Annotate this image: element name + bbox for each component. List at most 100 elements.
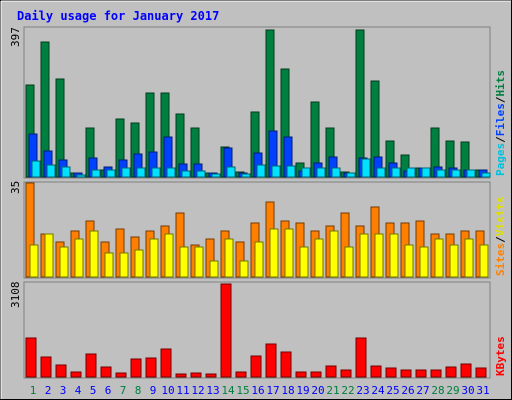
ylabel-sep-1: /: [494, 136, 507, 143]
x-tick-label-day-19: 19: [296, 384, 309, 397]
bar-kbytes-day-10: [160, 348, 172, 378]
bar-kbytes-day-17: [265, 343, 277, 378]
panel-visits-sites: 35 Sites/Visits: [9, 181, 507, 279]
bar-kbytes-day-3: [55, 364, 67, 378]
bar-sites-day-15: [239, 260, 249, 278]
x-tick-label-day-25: 25: [386, 384, 399, 397]
x-tick-label-day-10: 10: [161, 384, 174, 397]
bar-pages-day-4: [76, 174, 86, 178]
bar-kbytes-day-5: [85, 353, 97, 378]
bar-pages-day-14: [226, 166, 236, 178]
x-tick-label-day-3: 3: [60, 384, 67, 397]
x-tick-label-day-16: 16: [251, 384, 264, 397]
panel-1-bars: [25, 29, 491, 178]
ylabel-sep-2: /: [494, 96, 507, 103]
bar-kbytes-day-29: [445, 366, 457, 378]
bar-kbytes-day-31: [475, 367, 487, 378]
bar-sites-day-27: [419, 246, 429, 278]
panel-2-bars: [25, 182, 489, 278]
x-tick-label-day-11: 11: [176, 384, 189, 397]
bar-kbytes-day-7: [115, 372, 127, 378]
bar-pages-day-16: [256, 164, 266, 178]
x-tick-label-day-2: 2: [45, 384, 52, 397]
bar-pages-day-25: [391, 167, 401, 178]
bar-kbytes-day-11: [175, 373, 187, 378]
bar-sites-day-17: [269, 228, 279, 278]
bar-kbytes-day-12: [190, 372, 202, 378]
x-tick-label-day-28: 28: [431, 384, 444, 397]
x-axis-day-labels: 1 2 3 4 5 6 7 8 9 10 11 12 13 14 15 16 17 18 19 20 21 22 23 24 2…: [30, 384, 490, 397]
ylabel-kbytes: KBytes: [494, 336, 507, 376]
ylabel-hits: Hits: [494, 70, 507, 97]
x-tick-label-day-7: 7: [120, 384, 127, 397]
bar-pages-day-30: [466, 169, 476, 178]
bar-sites-day-26: [404, 244, 414, 278]
bar-pages-day-5: [91, 169, 101, 178]
bar-pages-day-6: [106, 169, 116, 178]
panel-1-ymax: 397: [9, 27, 22, 47]
bar-pages-day-22: [346, 172, 356, 178]
bar-sites-day-5: [89, 230, 99, 278]
bar-kbytes-day-24: [370, 365, 382, 378]
bar-kbytes-day-25: [385, 367, 397, 378]
bar-pages-day-9: [151, 167, 161, 178]
bar-sites-day-10: [164, 233, 174, 278]
x-tick-label-day-29: 29: [446, 384, 459, 397]
bar-kbytes-day-4: [70, 371, 82, 378]
bar-pages-day-11: [181, 170, 191, 178]
bar-sites-day-7: [119, 252, 129, 278]
panel-1-ylabel: Pages/Files/Hits: [494, 70, 507, 176]
bar-kbytes-day-14: [220, 283, 232, 378]
bar-sites-day-31: [479, 244, 489, 278]
bar-kbytes-day-22: [340, 369, 352, 378]
bar-pages-day-26: [406, 167, 416, 178]
x-tick-label-day-5: 5: [90, 384, 97, 397]
x-tick-label-day-22: 22: [341, 384, 354, 397]
bar-sites-day-3: [59, 246, 69, 278]
ylabel-sites: Sites: [494, 243, 507, 276]
bar-kbytes-day-2: [40, 356, 52, 378]
bar-sites-day-9: [149, 238, 159, 278]
x-tick-label-day-31: 31: [476, 384, 489, 397]
x-tick-label-day-8: 8: [135, 384, 142, 397]
bar-sites-day-4: [74, 238, 84, 278]
bar-kbytes-day-28: [430, 369, 442, 378]
bar-kbytes-day-26: [400, 369, 412, 378]
bar-pages-day-15: [241, 173, 251, 178]
ylabel-sep-3: /: [494, 236, 507, 243]
bar-pages-day-8: [136, 167, 146, 178]
bar-sites-day-6: [104, 252, 114, 278]
bar-sites-day-11: [179, 246, 189, 278]
x-tick-label-day-27: 27: [416, 384, 429, 397]
bar-kbytes-day-30: [460, 363, 472, 378]
x-tick-label-day-1: 1: [30, 384, 37, 397]
bar-kbytes-day-18: [280, 351, 292, 378]
x-tick-label-day-9: 9: [150, 384, 157, 397]
x-tick-label-day-13: 13: [206, 384, 219, 397]
bar-kbytes-day-16: [250, 355, 262, 378]
bar-sites-day-1: [29, 244, 39, 278]
bar-pages-day-7: [121, 167, 131, 178]
bar-kbytes-day-9: [145, 357, 157, 378]
x-tick-label-day-24: 24: [371, 384, 385, 397]
ylabel-pages: Pages: [494, 143, 507, 176]
bar-pages-day-28: [436, 169, 446, 178]
bar-pages-day-3: [61, 166, 71, 178]
bar-sites-day-8: [134, 249, 144, 278]
bar-sites-day-30: [464, 238, 474, 278]
bar-kbytes-day-21: [325, 365, 337, 378]
bar-kbytes-day-20: [310, 371, 322, 378]
bar-sites-day-14: [224, 238, 234, 278]
bar-kbytes-day-23: [355, 337, 367, 378]
panel-kbytes: 3108 KBytes: [9, 281, 507, 379]
chart-title: Daily usage for January 2017: [17, 9, 219, 23]
bar-sites-day-18: [284, 228, 294, 278]
panel-3-bars: [25, 283, 487, 378]
bar-kbytes-day-1: [25, 337, 37, 378]
panel-2-ymax: 35: [9, 181, 22, 194]
x-tick-label-day-12: 12: [191, 384, 204, 397]
bar-sites-day-25: [389, 233, 399, 278]
bar-pages-day-2: [46, 164, 56, 178]
bar-pages-day-19: [301, 167, 311, 178]
